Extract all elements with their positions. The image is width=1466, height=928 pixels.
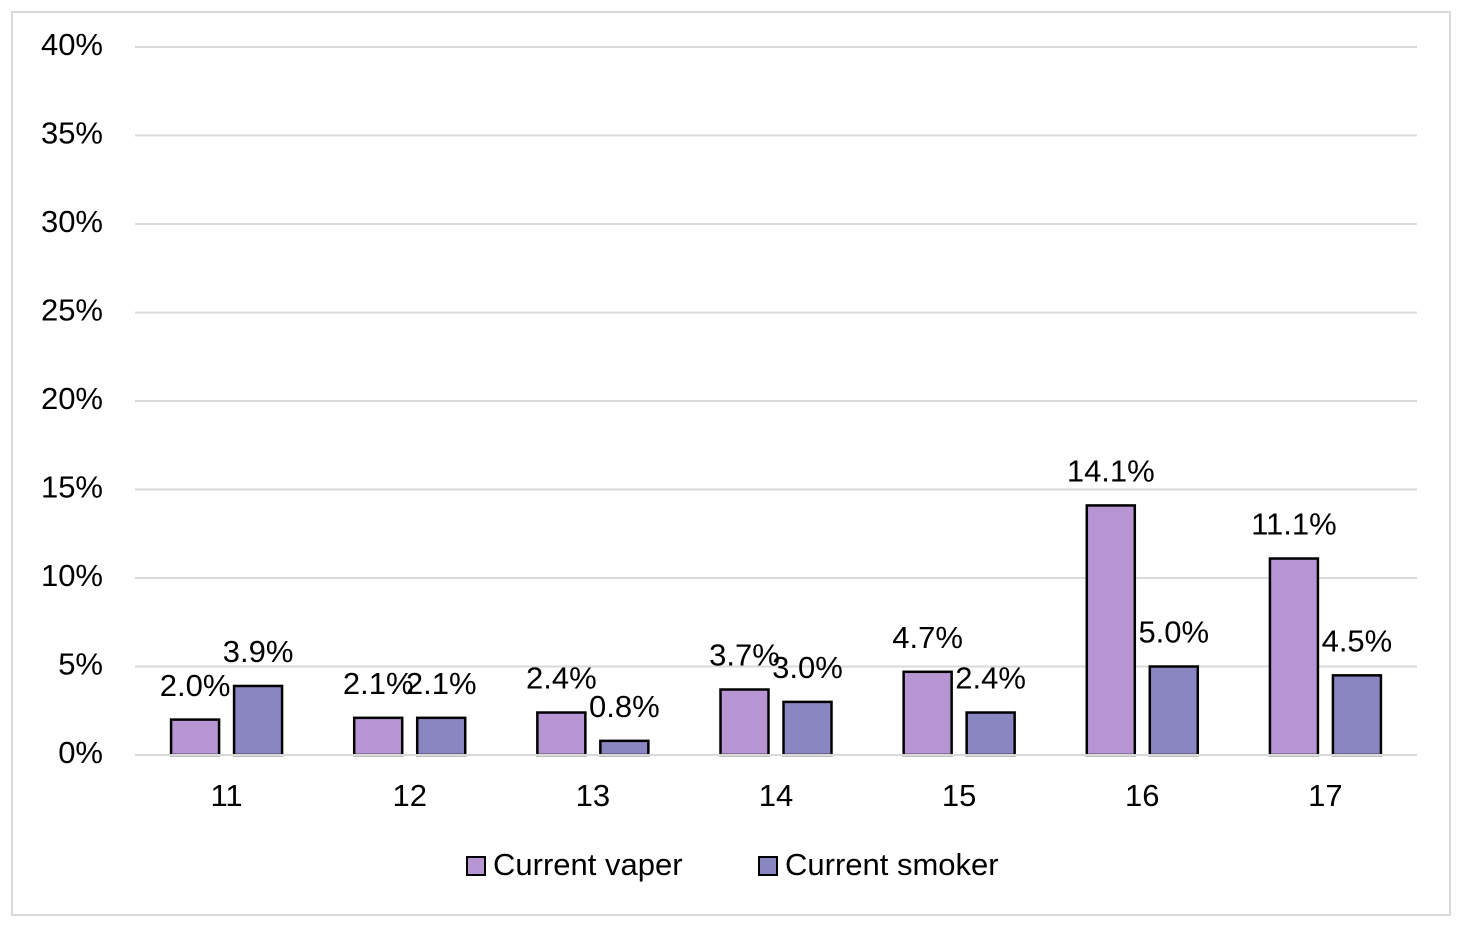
y-tick-label: 0%: [58, 735, 103, 770]
bar: [1331, 674, 1383, 757]
x-tick-label: 16: [1125, 778, 1159, 813]
data-label: 3.0%: [772, 650, 843, 685]
y-tick-label: 40%: [41, 27, 103, 62]
bar: [782, 700, 833, 757]
legend-swatch: [758, 856, 778, 876]
y-tick-label: 20%: [41, 381, 103, 416]
bar: [232, 684, 284, 757]
bar: [536, 711, 587, 757]
data-label: 3.7%: [709, 638, 780, 673]
y-tick-label: 15%: [41, 470, 103, 505]
data-label: 0.8%: [589, 689, 660, 724]
bar: [352, 716, 404, 757]
chart-border: [11, 11, 1451, 916]
data-label: 5.0%: [1138, 615, 1209, 650]
data-label: 2.1%: [406, 666, 477, 701]
data-label: 4.5%: [1322, 624, 1393, 659]
y-tick-label: 35%: [41, 116, 103, 151]
x-tick-label: 12: [392, 778, 426, 813]
data-label: 2.0%: [160, 668, 231, 703]
data-label: 3.9%: [223, 634, 294, 669]
x-tick-label: 17: [1308, 778, 1342, 813]
data-label: 11.1%: [1251, 507, 1337, 542]
bar: [1085, 504, 1137, 757]
bar: [599, 739, 650, 757]
bar: [415, 716, 467, 757]
bar: [902, 670, 953, 757]
bar: [965, 711, 1016, 757]
x-tick-label: 13: [576, 778, 610, 813]
legend-label: Current smoker: [785, 847, 999, 882]
legend-swatch: [466, 856, 486, 876]
data-label: 2.1%: [343, 666, 414, 701]
bar: [1148, 665, 1200, 757]
data-label: 2.4%: [526, 661, 597, 696]
data-label: 2.4%: [955, 661, 1026, 696]
legend-label: Current vaper: [493, 847, 683, 882]
y-tick-label: 25%: [41, 293, 103, 328]
bar: [1268, 557, 1320, 757]
y-tick-label: 5%: [58, 647, 103, 682]
y-tick-label: 10%: [41, 558, 103, 593]
x-tick-label: 15: [942, 778, 976, 813]
y-tick-label: 30%: [41, 204, 103, 239]
bar: [719, 688, 770, 757]
x-tick-label: 11: [210, 778, 242, 813]
data-label: 4.7%: [892, 620, 963, 655]
bar: [169, 718, 221, 757]
data-label: 14.1%: [1067, 454, 1155, 489]
x-tick-label: 14: [759, 778, 793, 813]
